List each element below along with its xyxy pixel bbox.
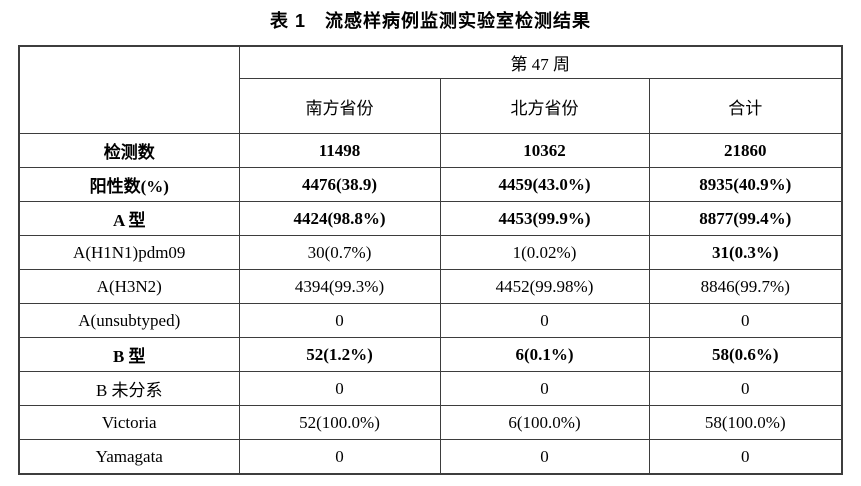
cell-south: 4476(38.9)	[238, 167, 441, 202]
page-title: 表 1 流感样病例监测实验室检测结果	[269, 11, 591, 31]
table-row: Yamagata 0 0 0	[18, 439, 843, 475]
table-row: Victoria 52(100.0%) 6(100.0%) 58(100.0%)	[18, 405, 843, 440]
table-header-columns-row: 南方省份 北方省份 合计	[19, 78, 843, 134]
cell-north: 6(0.1%)	[439, 337, 650, 372]
row-label: B 未分系	[18, 371, 240, 406]
cell-north: 10362	[439, 133, 650, 168]
column-header-total: 合计	[648, 78, 843, 134]
cell-south: 11498	[238, 133, 441, 168]
cell-south: 4424(98.8%)	[238, 201, 441, 236]
column-header-north: 北方省份	[439, 78, 650, 134]
table-row: 阳性数(%) 4476(38.9) 4459(43.0%) 8935(40.9%…	[18, 167, 843, 202]
row-label: A(H3N2)	[18, 269, 240, 304]
cell-south: 0	[238, 439, 441, 475]
row-label: 阳性数(%)	[18, 167, 240, 202]
table-row: B 型 52(1.2%) 6(0.1%) 58(0.6%)	[18, 337, 843, 372]
table-row: A(H3N2) 4394(99.3%) 4452(99.98%) 8846(99…	[18, 269, 843, 304]
cell-total: 0	[648, 371, 843, 406]
row-label: A(unsubtyped)	[18, 303, 240, 338]
cell-south: 52(100.0%)	[238, 405, 441, 440]
corner-cell	[18, 45, 240, 134]
table-row: 检测数 11498 10362 21860	[18, 133, 843, 168]
cell-total: 31(0.3%)	[648, 235, 843, 270]
row-label: Yamagata	[18, 439, 240, 475]
cell-north: 6(100.0%)	[439, 405, 650, 440]
cell-total: 8846(99.7%)	[648, 269, 843, 304]
cell-north: 4459(43.0%)	[439, 167, 650, 202]
row-label: B 型	[18, 337, 240, 372]
row-label: Victoria	[18, 405, 240, 440]
column-header-south: 南方省份	[238, 78, 441, 134]
table-row: A(unsubtyped) 0 0 0	[18, 303, 843, 338]
cell-south: 0	[238, 303, 441, 338]
table-row: A(H1N1)pdm09 30(0.7%) 1(0.02%) 31(0.3%)	[18, 235, 843, 270]
cell-north: 4452(99.98%)	[439, 269, 650, 304]
cell-south: 4394(99.3%)	[238, 269, 441, 304]
results-table: 第 47 周 南方省份 北方省份 合计 检测数 11498 10362 2186…	[18, 45, 844, 475]
cell-total: 58(100.0%)	[648, 405, 843, 440]
cell-south: 30(0.7%)	[238, 235, 441, 270]
row-label: 检测数	[18, 133, 240, 168]
table-header-week-row: 第 47 周	[18, 45, 843, 134]
cell-north: 0	[439, 439, 650, 475]
cell-total: 58(0.6%)	[648, 337, 843, 372]
row-label: A 型	[18, 201, 240, 236]
cell-total: 21860	[648, 133, 843, 168]
cell-total: 0	[648, 439, 843, 475]
cell-north: 1(0.02%)	[439, 235, 650, 270]
cell-north: 4453(99.9%)	[439, 201, 650, 236]
cell-total: 0	[648, 303, 843, 338]
row-label: A(H1N1)pdm09	[18, 235, 240, 270]
week-header-cell: 第 47 周	[238, 45, 843, 79]
cell-total: 8877(99.4%)	[648, 201, 843, 236]
cell-south: 52(1.2%)	[238, 337, 441, 372]
cell-total: 8935(40.9%)	[648, 167, 843, 202]
table-row: B 未分系 0 0 0	[18, 371, 843, 406]
cell-south: 0	[238, 371, 441, 406]
table-row: A 型 4424(98.8%) 4453(99.9%) 8877(99.4%)	[18, 201, 843, 236]
cell-north: 0	[439, 303, 650, 338]
cell-north: 0	[439, 371, 650, 406]
